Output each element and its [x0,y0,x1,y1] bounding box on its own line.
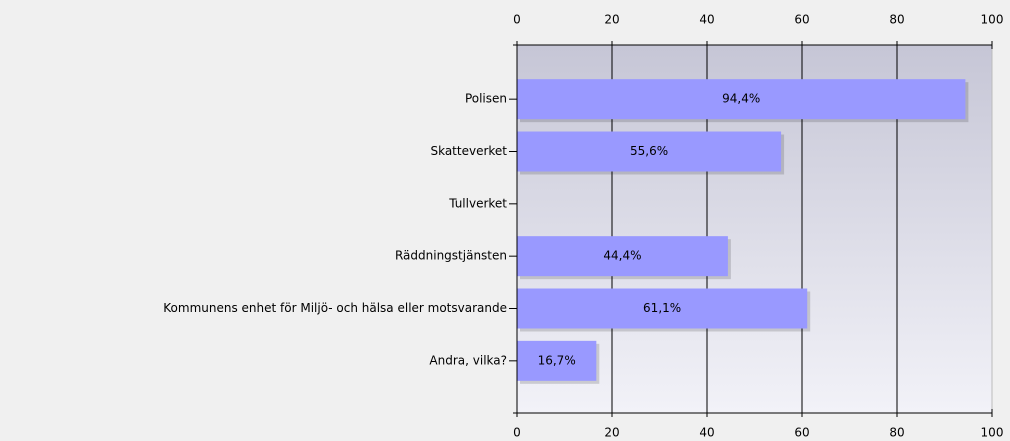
x-tick-label: 100 [981,426,1004,440]
x-tick-label: 80 [889,426,904,440]
x-tick-label: 60 [794,13,809,27]
y-tick-label: Skatteverket [430,144,507,158]
bar [517,288,808,329]
y-tick-label: Tullverket [448,196,507,210]
bar [517,131,782,172]
value-label: 55,6% [630,144,668,158]
value-label: 61,1% [643,301,681,315]
y-tick-label: Kommunens enhet för Miljö- och hälsa ell… [163,301,507,315]
y-tick-label: Räddningstjänsten [395,249,507,263]
x-tick-label: 100 [981,13,1004,27]
y-tick-label: Andra, vilka? [429,353,507,367]
bar [517,340,597,381]
value-label: 44,4% [603,249,641,263]
x-tick-label: 0 [513,426,521,440]
x-tick-label: 0 [513,13,521,27]
x-tick-label: 40 [699,13,714,27]
x-tick-label: 20 [604,13,619,27]
value-label: 94,4% [722,92,760,106]
value-label: 16,7% [538,353,576,367]
y-tick-label: Polisen [465,92,507,106]
bar [517,79,966,120]
bar [517,236,728,277]
x-tick-label: 40 [699,426,714,440]
x-tick-label: 80 [889,13,904,27]
x-tick-label: 20 [604,426,619,440]
x-tick-label: 60 [794,426,809,440]
